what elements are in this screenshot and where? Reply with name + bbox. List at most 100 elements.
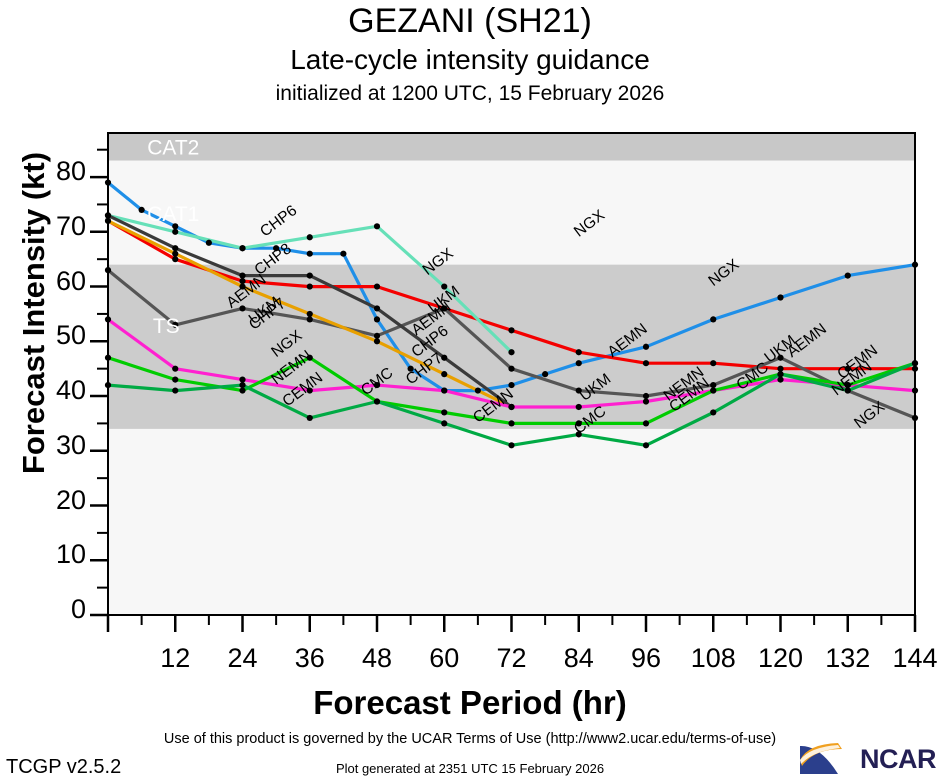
data-point-cemn (441, 409, 448, 416)
y-tick-20: 20 (55, 484, 86, 515)
y-tick-30: 30 (55, 429, 86, 460)
page-subtitle: Late-cycle intensity guidance (290, 44, 650, 75)
x-axis-label: Forecast Period (hr) (313, 684, 627, 721)
data-point-aemn (710, 360, 717, 367)
data-point-cemn (575, 420, 582, 427)
band-label-cat1: CAT1 (147, 203, 199, 226)
data-point-cemn (306, 354, 313, 361)
data-point-aemn (642, 360, 650, 367)
data-point-ngx (104, 179, 112, 186)
data-point-chp6 (508, 349, 515, 356)
x-tick-108: 108 (690, 643, 736, 673)
band-cat2 (108, 133, 915, 161)
data-point-chp7 (373, 338, 381, 345)
y-tick-70: 70 (55, 210, 86, 241)
terms-of-use-text: Use of this product is governed by the U… (163, 731, 777, 747)
data-point-cmc (844, 387, 851, 394)
data-point-aemn (777, 365, 784, 372)
page-title: GEZANI (SH21) (348, 2, 592, 40)
data-point-ngx (911, 261, 919, 268)
data-point-ukm (441, 305, 448, 312)
data-point-cmc (777, 371, 784, 378)
data-point-ngx (172, 223, 179, 230)
data-point-aemn (508, 327, 515, 334)
initialization-time: initialized at 1200 UTC, 15 February 202… (275, 82, 665, 105)
data-point-chp6 (306, 234, 313, 241)
x-tick-60: 60 (429, 643, 460, 673)
data-point-cemn (508, 420, 515, 427)
data-point-cemn (172, 376, 179, 383)
x-tick-72: 72 (496, 643, 527, 673)
data-point-ukm (373, 332, 381, 339)
data-point-chp7 (239, 283, 246, 290)
data-point-chp8 (239, 272, 246, 279)
data-point-cmc (911, 360, 919, 367)
data-point-cmc (306, 414, 313, 422)
data-point-cmc (642, 442, 650, 449)
data-point-cemn (104, 354, 112, 361)
data-point-chp8 (104, 212, 112, 219)
data-point-cemn (642, 420, 650, 427)
data-point-cmc (172, 387, 179, 394)
data-point-chp6 (239, 245, 246, 252)
data-point-nemn (508, 403, 515, 411)
data-point-aemn (172, 256, 179, 263)
y-tick-0: 0 (70, 594, 86, 624)
data-point-ukm (911, 414, 919, 422)
data-point-ngx (474, 387, 481, 394)
data-point-cmc (239, 381, 246, 389)
data-point-ngx (844, 272, 851, 279)
plot-generated-text: Plot generated at 2351 UTC 15 February 2… (335, 761, 605, 776)
data-point-chp8 (373, 305, 381, 312)
band-labels: CAT2 CAT1 TS (147, 137, 199, 338)
data-point-ngx (710, 316, 717, 323)
data-point-chp8 (172, 245, 179, 252)
data-point-nemn (306, 387, 313, 394)
data-point-ngx (138, 206, 145, 214)
data-point-chp8 (441, 354, 448, 361)
data-point-cmc (575, 431, 582, 438)
data-point-cmc (373, 398, 381, 405)
band-label-ts: TS (153, 315, 180, 338)
x-tick-24: 24 (227, 643, 258, 673)
data-point-nemn (642, 398, 650, 405)
data-point-nemn (777, 376, 784, 383)
ncar-logo-icon (800, 743, 842, 774)
data-point-nemn (239, 376, 246, 383)
data-point-cmc (710, 409, 717, 416)
data-point-nemn (441, 387, 448, 394)
data-point-cmc (508, 442, 515, 449)
data-point-ngx (205, 239, 212, 246)
data-point-ukm (777, 354, 784, 361)
x-tick-144: 144 (892, 643, 938, 673)
y-tick-40: 40 (55, 375, 86, 406)
data-point-chp7 (104, 217, 112, 224)
data-point-ukm (575, 387, 582, 394)
data-point-aemn (911, 365, 919, 372)
x-tick-12: 12 (160, 643, 191, 673)
y-tick-80: 80 (55, 156, 86, 187)
data-point-ngx (642, 343, 650, 350)
data-point-ngx (542, 371, 549, 378)
x-tick-48: 48 (361, 643, 393, 673)
data-point-ngx (508, 381, 515, 389)
series-line-ngx (106, 180, 917, 393)
band-label-cat2: CAT2 (147, 137, 199, 160)
data-point-ukm (642, 392, 650, 400)
x-tick-36: 36 (294, 643, 325, 673)
data-point-ngx (340, 250, 347, 257)
data-point-chp7 (172, 250, 179, 257)
category-bands (108, 133, 915, 615)
data-point-aemn (306, 283, 313, 290)
data-point-cmc (104, 381, 112, 389)
data-point-ngx (373, 316, 381, 323)
data-point-chp6 (441, 283, 448, 290)
band-ts (108, 264, 915, 429)
data-point-nemn (104, 316, 112, 323)
data-point-nemn (172, 365, 179, 372)
data-point-aemn (575, 349, 582, 356)
data-point-nemn (911, 387, 919, 394)
ncar-wordmark: NCAR (860, 744, 937, 774)
data-point-ngx (407, 365, 414, 372)
